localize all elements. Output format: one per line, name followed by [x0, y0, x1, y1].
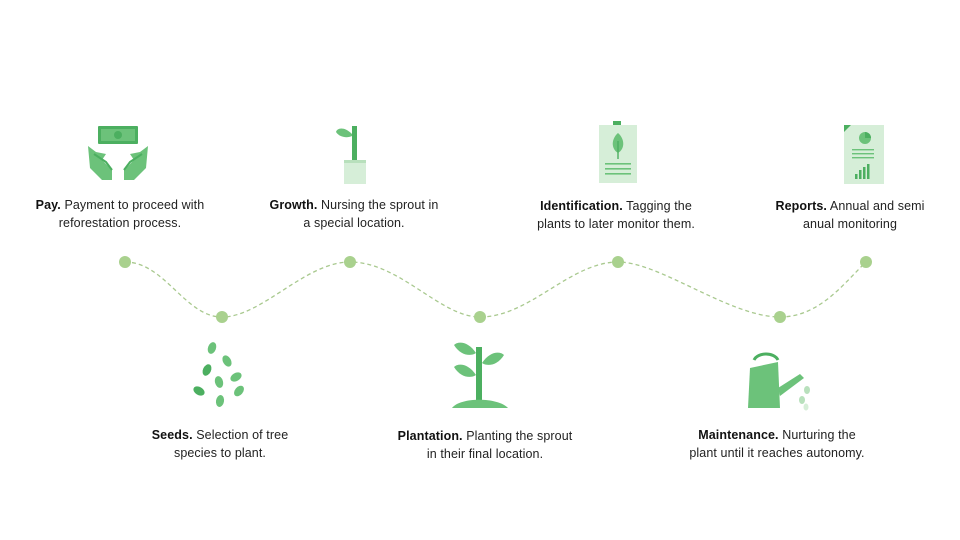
step-identification-line1: Tagging the — [626, 199, 692, 213]
step-pay-title: Pay. — [35, 198, 61, 212]
step-maintenance-text: Maintenance. Nurturing the plant until i… — [666, 426, 888, 462]
step-reports-title: Reports. — [775, 199, 827, 213]
tag-clipboard-icon — [599, 121, 637, 183]
step-reports-line2: anual monitoring — [802, 217, 898, 231]
step-plantation-text: Plantation. Planting the sprout in their… — [370, 427, 600, 463]
seeds-icon — [193, 342, 244, 407]
step-maintenance-line2: plant until it reaches autonomy. — [689, 446, 865, 460]
planted-sapling-icon — [452, 342, 508, 408]
money-hands-icon — [88, 126, 148, 180]
step-plantation-line1: Planting the sprout — [466, 429, 573, 443]
step-pay-line2: reforestation process. — [58, 216, 182, 230]
step-growth-title: Growth. — [269, 198, 318, 212]
dashed-wave-line — [124, 261, 867, 318]
step-seeds-line2: species to plant. — [173, 446, 267, 460]
step-maintenance-title: Maintenance. — [698, 428, 779, 442]
watering-can-icon — [748, 352, 810, 411]
step-dot-maintenance — [774, 311, 786, 323]
step-identification-text: Identification. Tagging the plants to la… — [502, 197, 730, 233]
step-dot-plantation — [474, 311, 486, 323]
step-growth-text: Growth. Nursing the sprout in a special … — [244, 196, 464, 232]
step-seeds-line1: Selection of tree — [196, 428, 289, 442]
step-reports-line1: Annual and semi — [829, 199, 925, 213]
step-identification-line2: plants to later monitor them. — [537, 217, 695, 231]
step-dot-seeds — [216, 311, 228, 323]
step-plantation-line2: in their final location. — [426, 447, 544, 461]
step-seeds-text: Seeds. Selection of tree species to plan… — [110, 426, 330, 462]
step-pay-text: Pay. Payment to proceed with reforestati… — [10, 196, 230, 232]
step-plantation-title: Plantation. — [397, 429, 463, 443]
step-dot-identification — [612, 256, 624, 268]
step-maintenance-line1: Nurturing the — [782, 428, 856, 442]
step-growth-line1: Nursing the sprout in — [321, 198, 439, 212]
report-document-icon — [844, 125, 884, 184]
step-identification-title: Identification. — [540, 199, 623, 213]
step-seeds-title: Seeds. — [151, 428, 193, 442]
potted-sprout-icon — [336, 126, 366, 184]
step-reports-text: Reports. Annual and semi anual monitorin… — [750, 197, 950, 233]
step-dot-growth — [344, 256, 356, 268]
step-growth-line2: a special location. — [303, 216, 405, 230]
step-dot-reports — [860, 256, 872, 268]
step-pay-line1: Payment to proceed with — [64, 198, 205, 212]
step-dot-pay — [119, 256, 131, 268]
